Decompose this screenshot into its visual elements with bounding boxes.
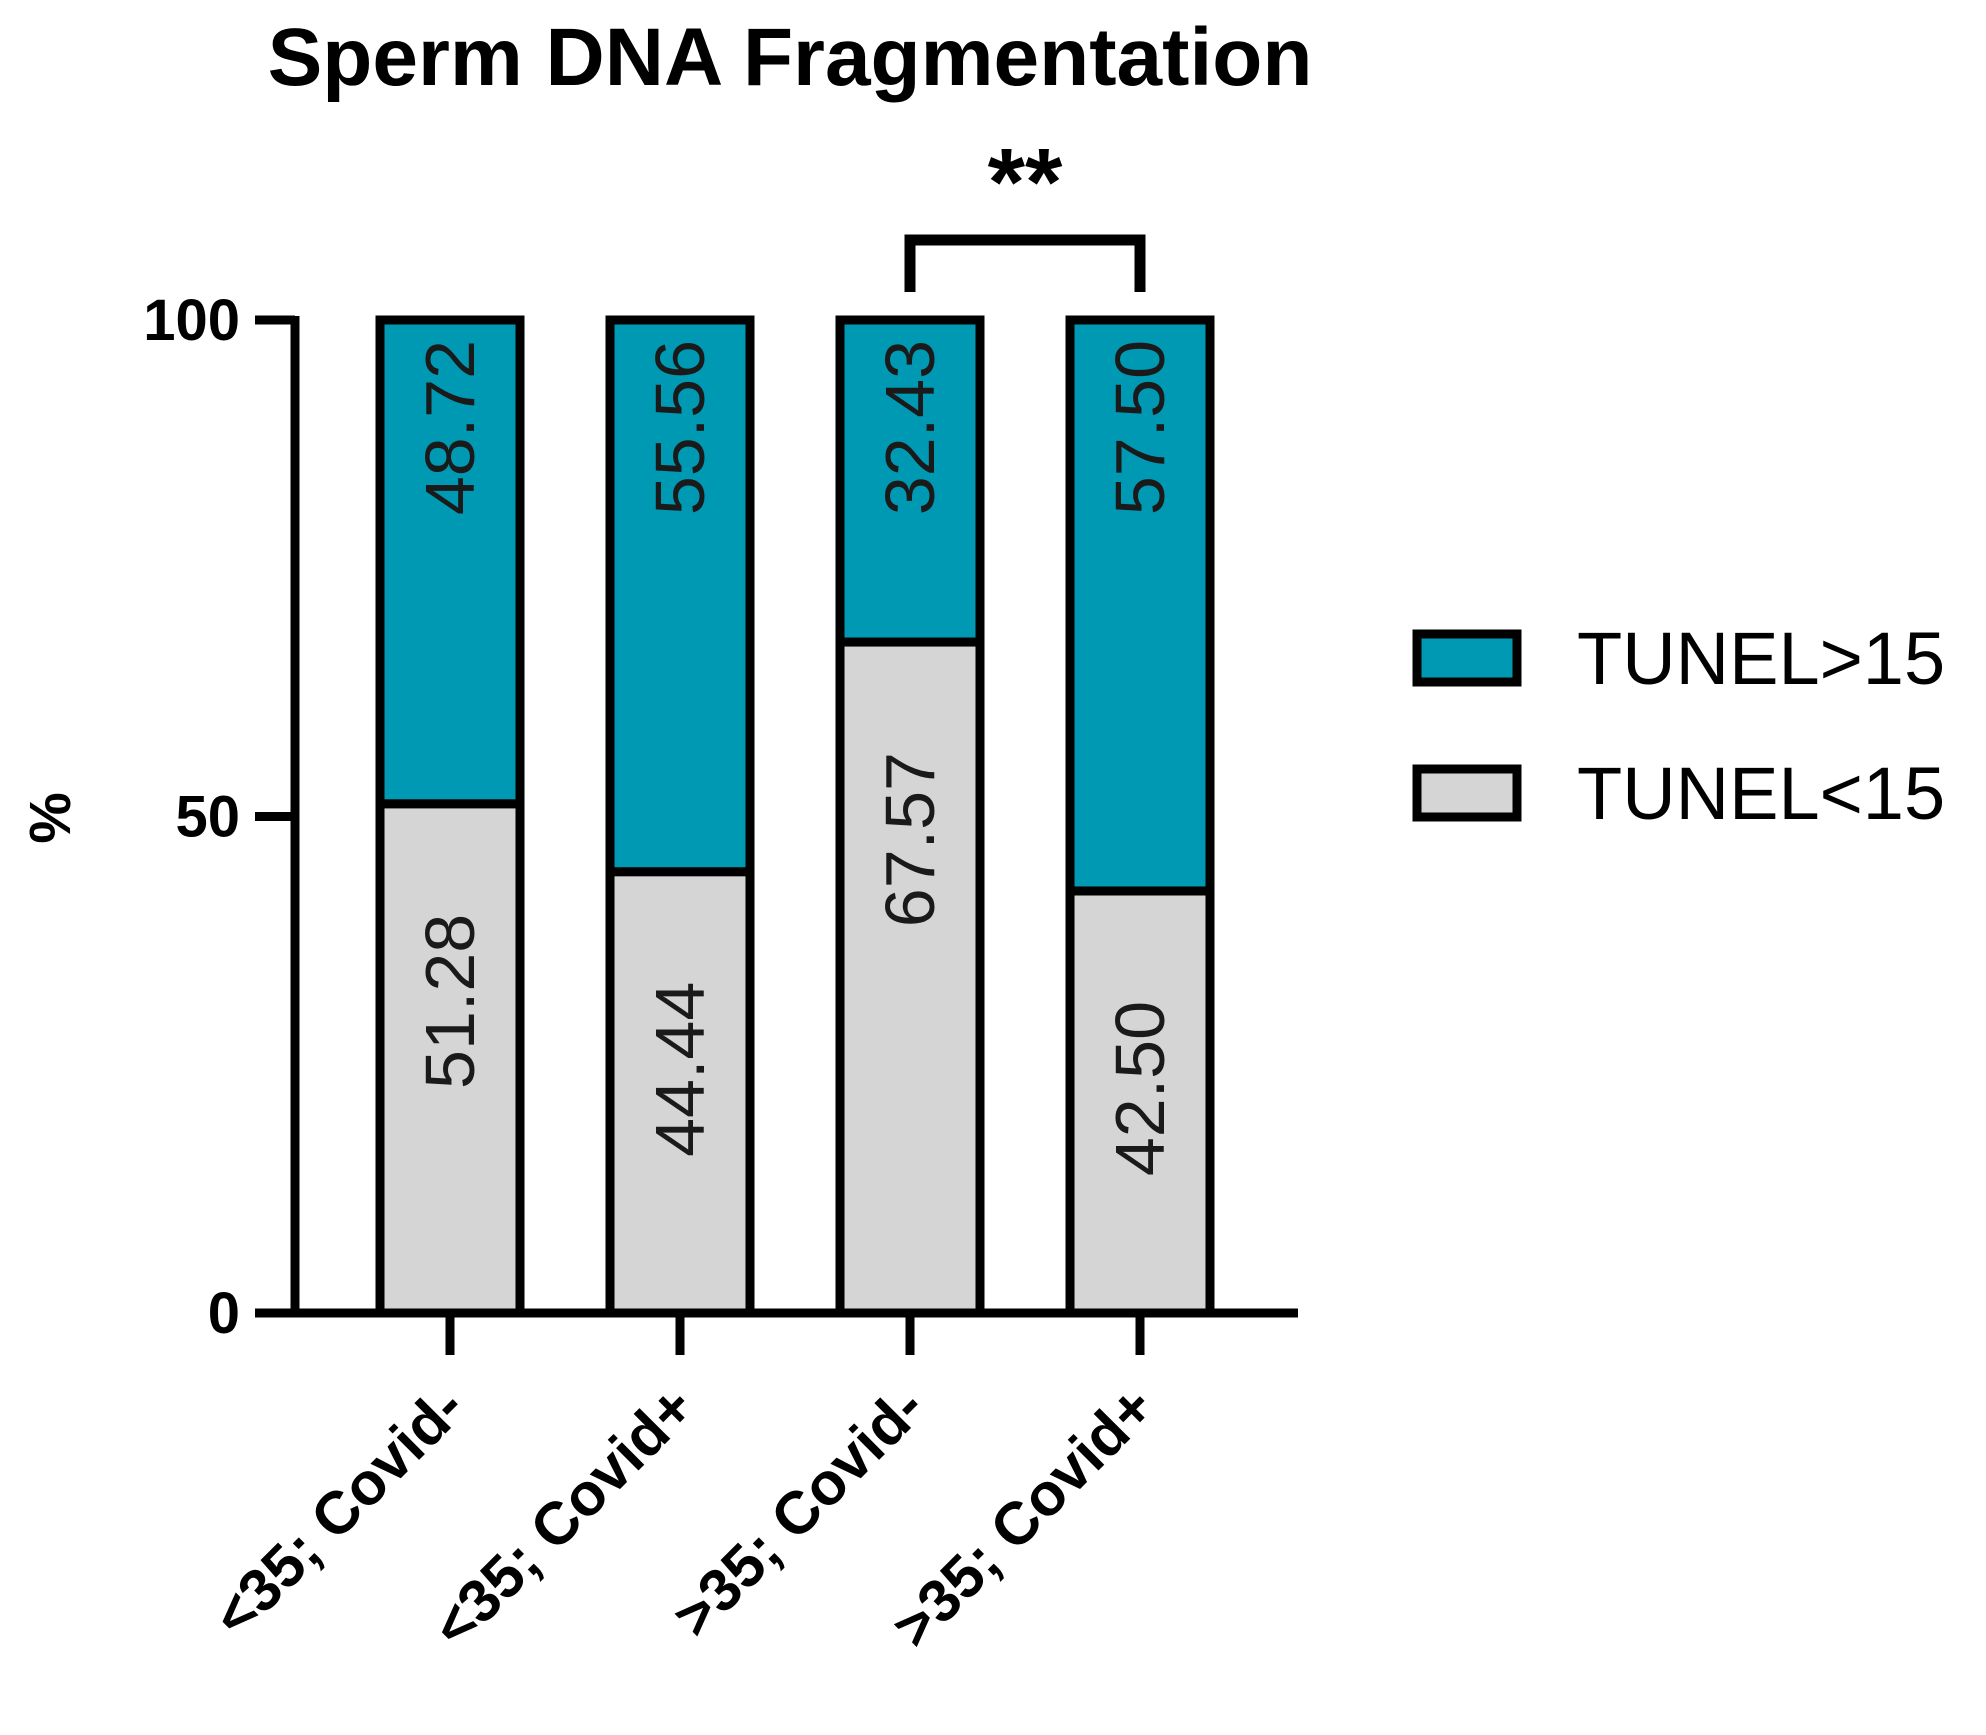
bar-value-label: 32.43 <box>871 340 949 515</box>
bar-segment-tunel-gt-15-4 <box>1065 315 1215 896</box>
bar-value-label: 44.44 <box>641 982 719 1157</box>
bar-value-label: 51.28 <box>411 914 489 1089</box>
y-tick-label: 50 <box>175 785 240 850</box>
bar-segment-tunel-gt-15-1 <box>375 315 525 809</box>
y-axis-label: % <box>18 792 83 844</box>
significance-stars: ** <box>988 129 1063 236</box>
bar-value-label: 57.50 <box>1101 340 1179 515</box>
bar-value-label: 67.57 <box>871 752 949 927</box>
y-tick-label: 0 <box>208 1281 240 1346</box>
legend-label: TUNEL<15 <box>1577 752 1945 835</box>
bars-layer: 51.28 48.72 44.44 55.56 67.57 32.43 42.50 57.50 <box>375 315 1215 1318</box>
chart-title: Sperm DNA Fragmentation <box>268 12 1313 103</box>
significance-bracket <box>904 234 1146 292</box>
legend: TUNEL>15 TUNEL<15 <box>1412 617 1945 835</box>
bar-segment-tunel-lt-15-3 <box>835 637 985 1318</box>
significance-annotation: ** <box>904 129 1146 292</box>
legend-label: TUNEL>15 <box>1577 617 1945 700</box>
bar-segment-tunel-gt-15-2 <box>605 315 755 877</box>
bar-value-label: 55.56 <box>641 340 719 515</box>
bar-value-label: 48.72 <box>411 340 489 515</box>
y-tick-label: 100 <box>143 288 240 353</box>
bar-value-label: 42.50 <box>1101 1001 1179 1176</box>
legend-swatch <box>1412 764 1522 822</box>
bar-segment-tunel-lt-15-4 <box>1065 886 1215 1318</box>
bar-segment-tunel-gt-15-3 <box>835 315 985 647</box>
legend-swatch <box>1412 629 1522 687</box>
